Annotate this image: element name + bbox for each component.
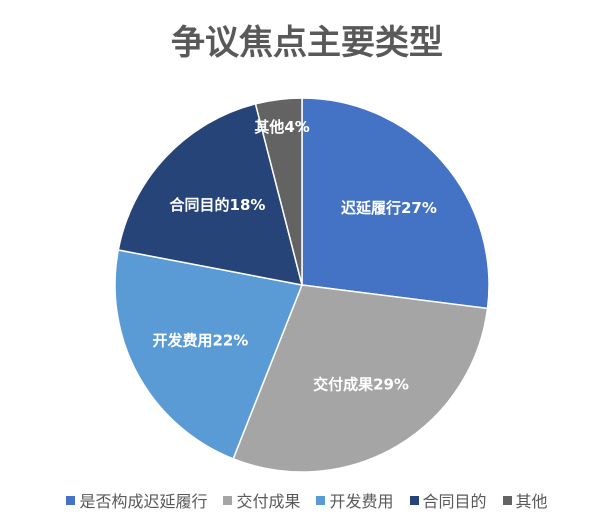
pie-slice — [301, 97, 490, 310]
pie-slice — [114, 249, 304, 460]
legend-item: 其他 — [502, 488, 548, 512]
legend-label: 交付成果 — [236, 492, 301, 511]
pie-area: 争议焦点主要类型 迟延履行27% 交付成果29% 开发费用22% 合同目的18% 其他4… — [114, 23, 490, 473]
legend-label: 其他 — [515, 492, 548, 511]
legend-swatch — [502, 495, 512, 505]
pie-slice — [117, 102, 304, 286]
legend: 是否构成迟延履行 交付成果 开发费用 合同目的 其他 — [0, 488, 614, 512]
pie-slice — [232, 284, 489, 473]
legend-item: 是否构成迟延履行 — [66, 488, 207, 512]
chart-title: 争议焦点主要类型 — [171, 23, 443, 63]
legend-swatch — [409, 495, 419, 505]
legend-item: 开发费用 — [316, 488, 394, 512]
legend-swatch — [66, 495, 76, 505]
data-label: 开发费用22% — [152, 331, 248, 349]
legend-label: 合同目的 — [422, 492, 487, 511]
legend-swatch — [316, 495, 326, 505]
data-label: 合同目的18% — [169, 196, 266, 214]
legend-label: 开发费用 — [329, 492, 394, 511]
data-label: 交付成果29% — [313, 375, 409, 393]
legend-swatch — [223, 495, 233, 505]
legend-item: 交付成果 — [223, 488, 300, 512]
data-label: 其他4% — [254, 118, 309, 136]
pie-slice — [254, 97, 303, 286]
data-label: 迟延履行27% — [341, 199, 437, 217]
legend-label: 是否构成迟延履行 — [79, 492, 208, 511]
legend-item: 合同目的 — [409, 488, 487, 512]
